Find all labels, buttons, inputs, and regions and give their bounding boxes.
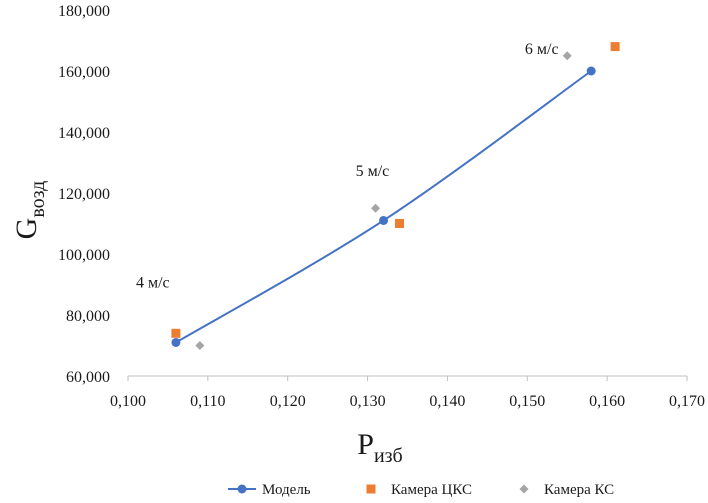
x-tick-label: 0,160 (589, 393, 625, 410)
x-tick-label: 0,120 (270, 393, 306, 410)
legend-label: Модель (262, 482, 311, 498)
y-tick-label: 100,000 (58, 247, 110, 264)
camera-cks-point (395, 219, 405, 228)
x-tick-label: 0,150 (509, 393, 545, 410)
y-tick-label: 160,000 (58, 64, 110, 81)
y-tick-label: 80,000 (66, 308, 110, 325)
legend-marker-icon (237, 484, 247, 494)
legend-marker-icon (366, 484, 376, 494)
legend-label: Камера КС (544, 482, 614, 498)
series-line-model (175, 70, 592, 344)
camera-ks-point (195, 341, 205, 350)
camera-ks-point (562, 51, 572, 61)
camera-cks-point (610, 42, 620, 52)
y-tick-label: 180,000 (58, 3, 110, 20)
legend-label: Камера ЦКС (391, 482, 472, 498)
legend-marker-icon (519, 484, 529, 494)
model-point (171, 337, 181, 347)
model-point (586, 66, 596, 76)
y-tick-label: 120,000 (58, 186, 110, 203)
x-axis-title: Pизб (357, 428, 402, 467)
x-tick-label: 0,130 (350, 393, 386, 410)
model-point (379, 215, 389, 225)
camera-cks-point (171, 328, 181, 338)
camera-ks-point (371, 203, 381, 213)
x-tick-label: 0,140 (429, 393, 465, 410)
x-tick-label: 0,110 (190, 393, 225, 410)
y-tick-label: 140,000 (58, 125, 110, 142)
annotation-label: 5 м/с (356, 163, 390, 180)
x-tick-label: 0,170 (669, 393, 705, 410)
x-tick-label: 0,100 (110, 393, 146, 410)
annotation-label: 4 м/с (136, 275, 170, 292)
y-tick-label: 60,000 (66, 369, 110, 386)
y-axis-title: Gвозд (10, 181, 49, 240)
annotation-label: 6 м/с (525, 41, 559, 58)
